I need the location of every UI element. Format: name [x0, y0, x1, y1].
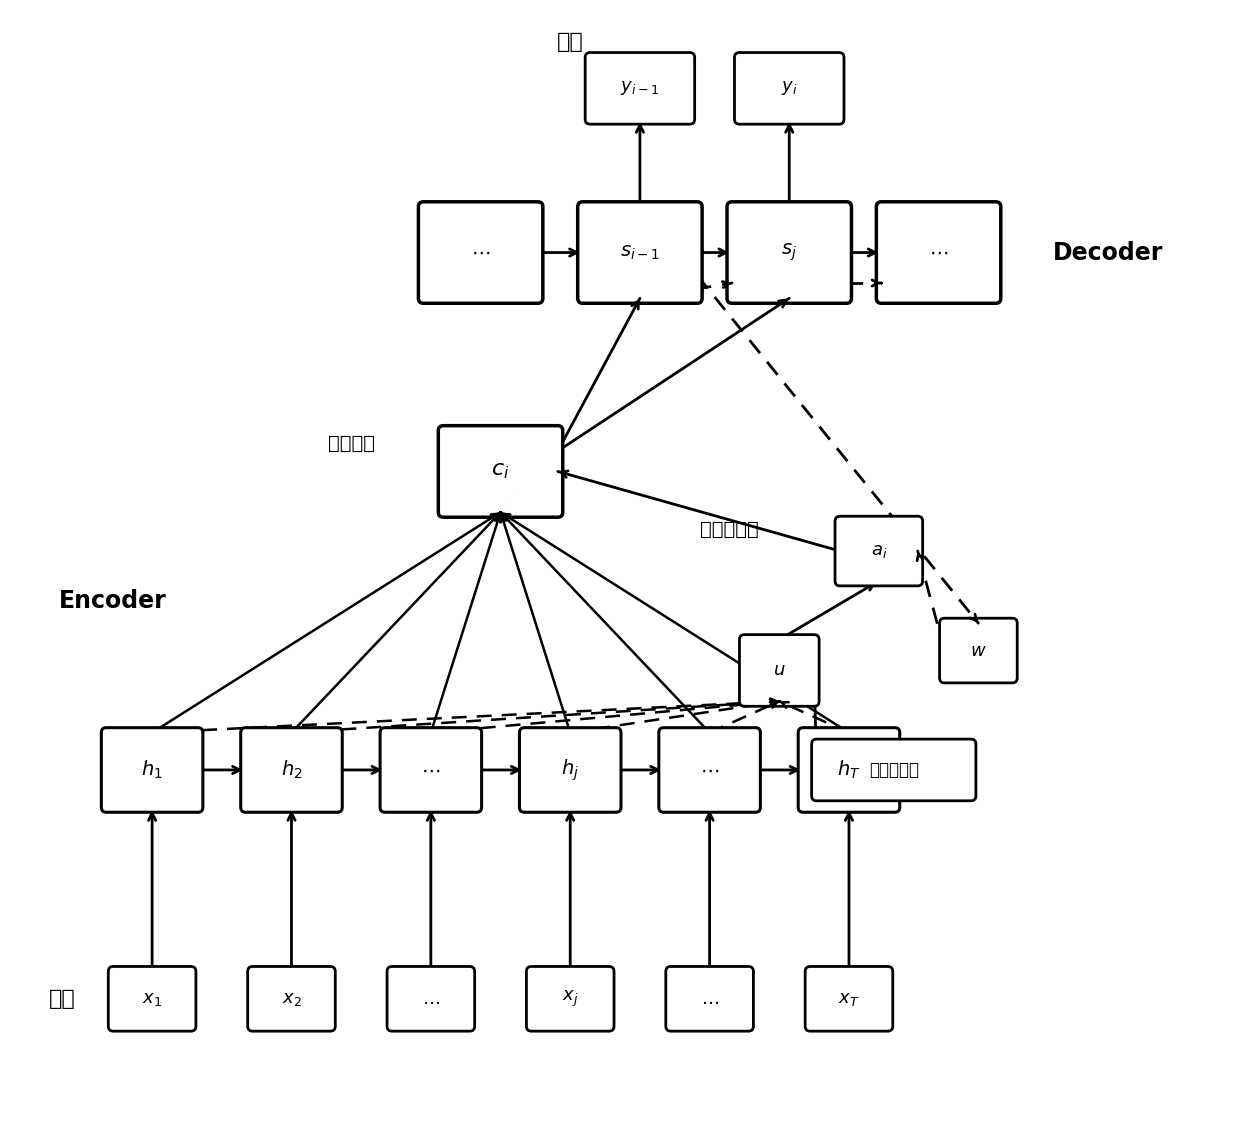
- Text: $\ldots$: $\ldots$: [422, 990, 440, 1008]
- Text: 输入: 输入: [50, 989, 76, 1009]
- Text: $\cdots$: $\cdots$: [471, 243, 490, 262]
- FancyBboxPatch shape: [527, 966, 614, 1031]
- Text: $a_i$: $a_i$: [870, 543, 887, 560]
- Text: $h_2$: $h_2$: [280, 759, 303, 781]
- FancyBboxPatch shape: [666, 966, 754, 1031]
- FancyBboxPatch shape: [727, 202, 852, 304]
- FancyBboxPatch shape: [381, 728, 481, 813]
- FancyBboxPatch shape: [805, 966, 893, 1031]
- Text: $\cdots$: $\cdots$: [699, 760, 719, 779]
- Text: $s_{i-1}$: $s_{i-1}$: [620, 243, 660, 262]
- FancyBboxPatch shape: [438, 426, 563, 517]
- FancyBboxPatch shape: [418, 202, 543, 304]
- FancyBboxPatch shape: [102, 728, 203, 813]
- Text: $c_i$: $c_i$: [491, 462, 510, 481]
- Text: $h_T$: $h_T$: [837, 759, 861, 781]
- FancyBboxPatch shape: [799, 728, 900, 813]
- Text: $x_1$: $x_1$: [143, 990, 162, 1008]
- FancyBboxPatch shape: [241, 728, 342, 813]
- Text: Decoder: Decoder: [1053, 241, 1163, 265]
- Text: $\cdots$: $\cdots$: [929, 243, 949, 262]
- Text: 角度正则化: 角度正则化: [869, 761, 919, 779]
- FancyBboxPatch shape: [387, 966, 475, 1031]
- FancyBboxPatch shape: [812, 739, 976, 800]
- Text: Encoder: Encoder: [58, 589, 166, 613]
- Text: 注意力权重: 注意力权重: [701, 520, 759, 539]
- FancyBboxPatch shape: [248, 966, 335, 1031]
- FancyBboxPatch shape: [739, 634, 820, 706]
- Text: 输出: 输出: [557, 31, 584, 52]
- FancyBboxPatch shape: [108, 966, 196, 1031]
- FancyBboxPatch shape: [734, 53, 844, 124]
- Text: $\ldots$: $\ldots$: [701, 990, 719, 1008]
- Text: $u$: $u$: [773, 661, 786, 679]
- Text: $x_2$: $x_2$: [281, 990, 301, 1008]
- Text: 中间向量: 中间向量: [327, 434, 374, 453]
- Text: $y_{i-1}$: $y_{i-1}$: [620, 80, 660, 98]
- Text: $x_T$: $x_T$: [838, 990, 859, 1008]
- FancyBboxPatch shape: [877, 202, 1001, 304]
- FancyBboxPatch shape: [520, 728, 621, 813]
- FancyBboxPatch shape: [578, 202, 702, 304]
- Text: $h_j$: $h_j$: [562, 757, 579, 782]
- Text: $y_i$: $y_i$: [781, 80, 797, 98]
- Text: $\cdots$: $\cdots$: [422, 760, 440, 779]
- FancyBboxPatch shape: [658, 728, 760, 813]
- Text: $s_j$: $s_j$: [781, 242, 797, 263]
- FancyBboxPatch shape: [585, 53, 694, 124]
- Text: $x_j$: $x_j$: [562, 989, 579, 1009]
- FancyBboxPatch shape: [835, 517, 923, 586]
- FancyBboxPatch shape: [940, 618, 1017, 683]
- Text: $w$: $w$: [970, 641, 987, 659]
- Text: $h_1$: $h_1$: [141, 759, 162, 781]
